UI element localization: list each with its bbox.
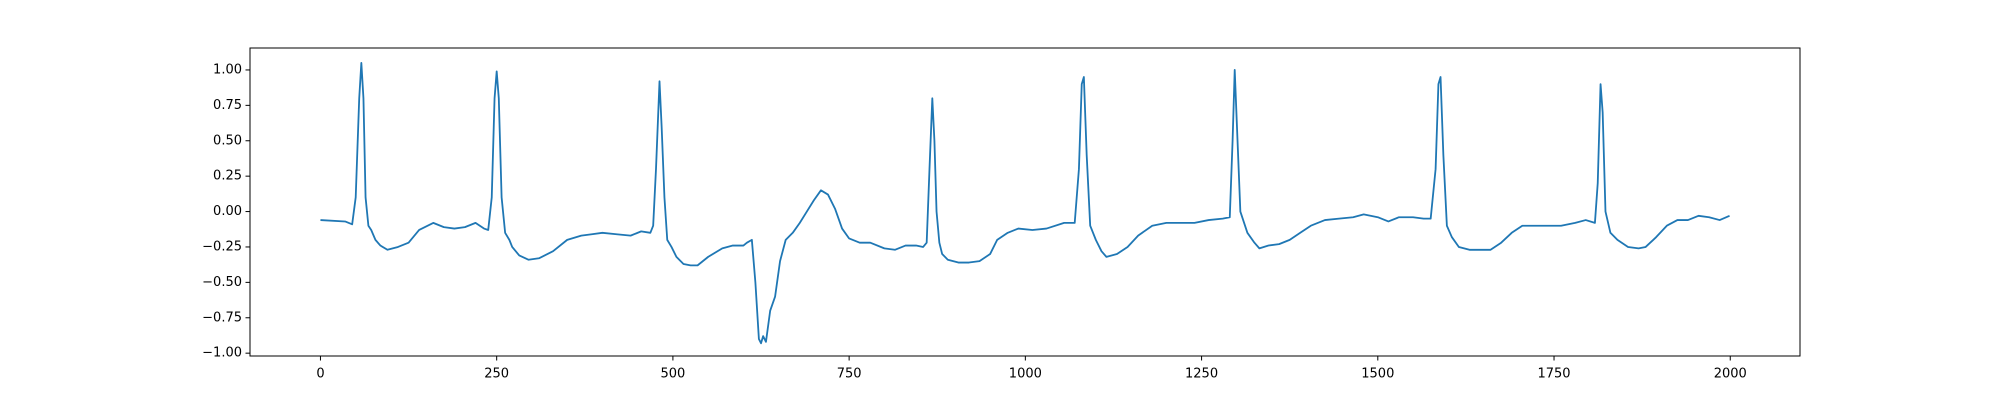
x-tick-label: 1750 bbox=[1537, 367, 1570, 382]
x-tick-label: 0 bbox=[316, 367, 324, 382]
x-tick-label: 500 bbox=[660, 367, 685, 382]
x-tick-label: 750 bbox=[837, 367, 862, 382]
x-tick-label: 1250 bbox=[1185, 367, 1218, 382]
y-tick-label: 1.00 bbox=[213, 62, 242, 77]
y-tick-label: −0.25 bbox=[202, 239, 242, 254]
y-tick-label: −0.50 bbox=[202, 275, 242, 290]
y-tick-label: −1.00 bbox=[202, 346, 242, 361]
axes-frame bbox=[249, 47, 1801, 357]
y-tick-label: −0.75 bbox=[202, 310, 242, 325]
y-tick-label: 0.50 bbox=[213, 133, 242, 148]
data-line bbox=[320, 61, 1730, 345]
y-tick-label: 0.75 bbox=[213, 98, 242, 113]
x-tick-label: 2000 bbox=[1714, 367, 1747, 382]
x-tick-label: 1500 bbox=[1361, 367, 1394, 382]
y-tick-label: 0.25 bbox=[213, 169, 242, 184]
x-tick-label: 1000 bbox=[1009, 367, 1042, 382]
x-tick-label: 250 bbox=[484, 367, 509, 382]
y-tick-label: 0.00 bbox=[213, 204, 242, 219]
